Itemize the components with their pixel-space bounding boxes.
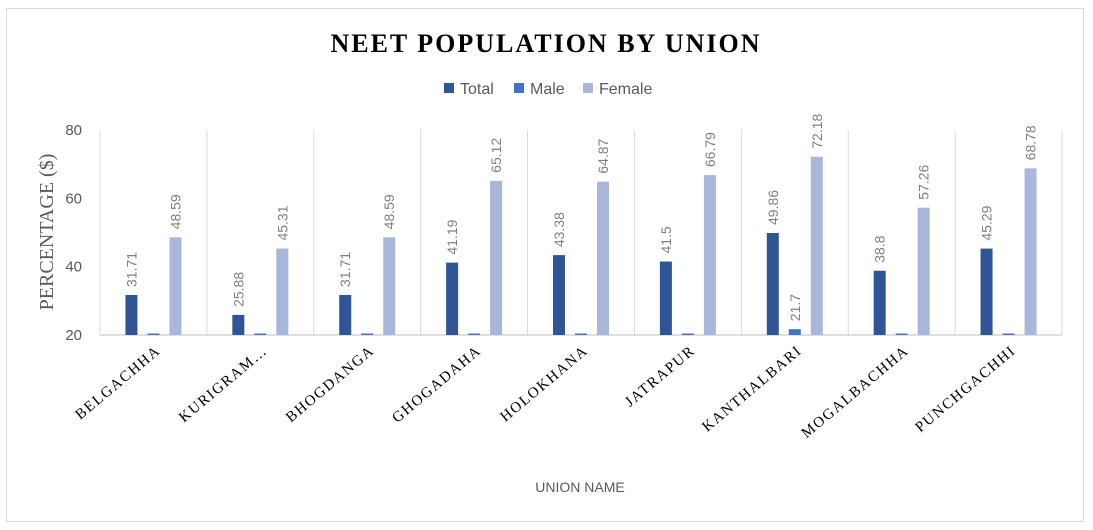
bar-female-0 bbox=[169, 237, 182, 335]
legend-swatch-male bbox=[514, 83, 524, 93]
legend-swatch-female bbox=[583, 83, 593, 93]
bar-female-4 bbox=[597, 181, 609, 335]
bar-total-5 bbox=[659, 261, 672, 335]
category-label-0: BELGACHHA bbox=[73, 343, 164, 423]
category-label-4: HOLOKHANA bbox=[498, 343, 592, 426]
bar-male-5 bbox=[681, 333, 694, 335]
x-axis-categories: BELGACHHA KURIGRAM… BHOGDANGA GHOGADAHA HOLO… bbox=[73, 343, 1020, 442]
chart-title: NEET POPULATION BY UNION bbox=[330, 29, 761, 58]
data-label-female-2: 48.59 bbox=[381, 194, 397, 229]
category-label-6: KANTHALBARI bbox=[699, 343, 805, 435]
bar-female-6 bbox=[810, 156, 823, 335]
data-label-female-4: 64.87 bbox=[595, 138, 611, 173]
legend-label-female: Female bbox=[599, 81, 652, 98]
data-label-female-8: 68.78 bbox=[1023, 125, 1039, 160]
category-label-7: MOGALBACHHA bbox=[799, 343, 913, 442]
bar-male-3 bbox=[468, 333, 481, 335]
bar-female-3 bbox=[490, 180, 503, 335]
legend-label-male: Male bbox=[530, 81, 565, 98]
data-label-total-4: 43.38 bbox=[551, 212, 567, 247]
data-label-total-2: 31.71 bbox=[337, 252, 353, 287]
bar-total-2 bbox=[339, 294, 352, 335]
bar-female-7 bbox=[917, 207, 930, 335]
bar-female-1 bbox=[276, 248, 289, 335]
data-labels: 31.71 48.59 25.88 45.31 31.71 48.59 41.19 65.12… bbox=[123, 113, 1038, 321]
bar-total-1 bbox=[232, 314, 245, 335]
y-tick-label: 20 bbox=[65, 327, 82, 344]
data-label-total-3: 41.19 bbox=[444, 219, 460, 254]
category-label-8: PUNCHGACHHI bbox=[913, 343, 1020, 436]
legend-label-total: Total bbox=[460, 81, 494, 98]
bar-female-8 bbox=[1024, 168, 1037, 335]
category-label-1: KURIGRAM… bbox=[176, 343, 271, 426]
bar-female-2 bbox=[383, 237, 396, 335]
bar-male-8 bbox=[1002, 333, 1015, 335]
data-label-total-5: 41.5 bbox=[658, 226, 674, 253]
x-axis-label: UNION NAME bbox=[535, 479, 624, 495]
data-label-total-6: 49.86 bbox=[765, 190, 781, 225]
bar-total-0 bbox=[125, 294, 138, 335]
data-label-female-5: 66.79 bbox=[702, 132, 718, 167]
bar-total-3 bbox=[446, 262, 459, 335]
data-label-male-6: 21.7 bbox=[787, 294, 803, 321]
category-label-5: JATRAPUR bbox=[622, 343, 698, 411]
bar-total-7 bbox=[873, 270, 886, 335]
bar-total-8 bbox=[980, 248, 993, 335]
y-axis-label: PERCENTAGE ($) bbox=[36, 154, 58, 311]
bars bbox=[125, 156, 1037, 335]
bar-total-6 bbox=[766, 232, 779, 335]
data-label-female-6: 72.18 bbox=[809, 113, 825, 148]
data-label-total-1: 25.88 bbox=[230, 272, 246, 307]
legend: Total Male Female bbox=[444, 81, 652, 98]
data-label-total-0: 31.71 bbox=[123, 252, 139, 287]
data-label-total-8: 45.29 bbox=[979, 205, 995, 240]
bar-total-4 bbox=[553, 255, 565, 335]
bar-male-6 bbox=[788, 329, 801, 335]
data-label-female-3: 65.12 bbox=[488, 138, 504, 173]
category-label-3: GHOGADAHA bbox=[389, 343, 484, 427]
chart-frame bbox=[6, 8, 1084, 522]
y-tick-label: 80 bbox=[65, 122, 82, 139]
y-tick-label: 60 bbox=[65, 190, 82, 207]
data-label-total-7: 38.8 bbox=[872, 235, 888, 262]
y-axis-ticks: 20 40 60 80 bbox=[65, 122, 82, 344]
data-label-female-1: 45.31 bbox=[274, 205, 290, 240]
data-label-female-7: 57.26 bbox=[916, 164, 932, 199]
bar-male-2 bbox=[361, 333, 374, 335]
category-label-2: BHOGDANGA bbox=[283, 343, 378, 426]
bar-male-0 bbox=[147, 333, 160, 335]
bar-male-7 bbox=[895, 333, 908, 335]
bar-male-1 bbox=[254, 333, 267, 335]
legend-swatch-total bbox=[444, 83, 454, 93]
y-tick-label: 40 bbox=[65, 259, 82, 276]
bar-male-4 bbox=[575, 333, 587, 335]
data-label-female-0: 48.59 bbox=[167, 194, 183, 229]
bar-female-5 bbox=[703, 175, 716, 335]
